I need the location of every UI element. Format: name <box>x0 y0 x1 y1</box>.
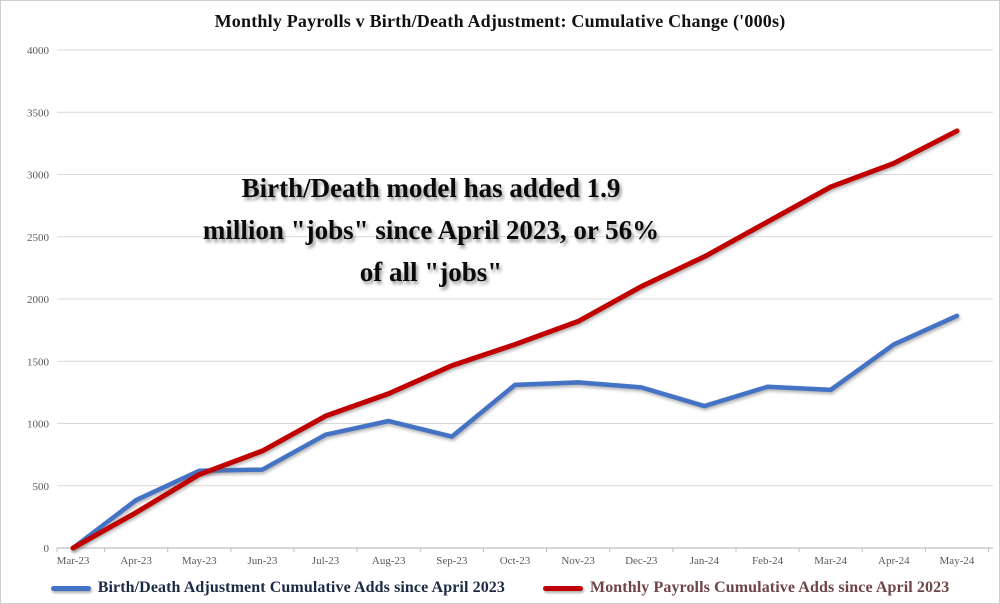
blue-line-swatch-icon <box>50 585 91 591</box>
y-tick-label: 2000 <box>27 294 50 306</box>
x-tick-label: Sep-23 <box>436 555 468 567</box>
x-tick-label: Dec-23 <box>625 555 658 567</box>
annotation-line-2: million "jobs" since April 2023, or 56% <box>202 215 660 245</box>
red-line-swatch-icon <box>543 585 583 591</box>
x-tick-label: Apr-23 <box>120 555 152 567</box>
y-tick-label: 500 <box>33 481 50 493</box>
y-tick-label: 1000 <box>27 419 50 431</box>
legend-item-payrolls: Monthly Payrolls Cumulative Adds since A… <box>543 579 949 597</box>
legend-label-payrolls: Monthly Payrolls Cumulative Adds since A… <box>590 579 950 596</box>
birth-death-series-line <box>70 313 960 551</box>
x-tick-label: Jun-23 <box>247 555 277 567</box>
x-tick-label: Mar-24 <box>814 555 847 567</box>
y-tick-label: 4000 <box>27 45 50 57</box>
y-tick-label: 3500 <box>27 107 50 119</box>
legend-item-birth-death: Birth/Death Adjustment Cumulative Adds s… <box>50 579 505 597</box>
x-tick-label: Apr-24 <box>878 555 910 567</box>
annotation-text: Birth/Death model has added 1.9 million … <box>141 167 721 293</box>
x-tick-label: May-23 <box>182 555 217 567</box>
x-tick-label: May-24 <box>940 555 975 567</box>
x-tick-label: Feb-24 <box>752 555 784 567</box>
y-tick-label: 3000 <box>27 170 50 182</box>
payrolls-series-line <box>70 128 960 551</box>
y-tick-label: 2500 <box>27 232 50 244</box>
y-tick-label: 1500 <box>27 356 50 368</box>
annotation-line-1: Birth/Death model has added 1.9 <box>241 173 621 203</box>
legend-label-birth-death: Birth/Death Adjustment Cumulative Adds s… <box>97 579 505 596</box>
x-tick-label: Nov-23 <box>561 555 595 567</box>
x-tick-label: Aug-23 <box>372 555 406 567</box>
chart-title: Monthly Payrolls v Birth/Death Adjustmen… <box>214 11 786 31</box>
x-tick-label: Jul-23 <box>312 555 340 567</box>
chart-legend: Birth/Death Adjustment Cumulative Adds s… <box>1 579 999 597</box>
annotation-line-3: of all "jobs" <box>359 257 503 287</box>
x-tick-label: Jan-24 <box>690 555 720 567</box>
x-tick-label: Mar-23 <box>57 555 90 567</box>
y-tick-label: 0 <box>44 543 50 555</box>
x-tick-label: Oct-23 <box>500 555 531 567</box>
